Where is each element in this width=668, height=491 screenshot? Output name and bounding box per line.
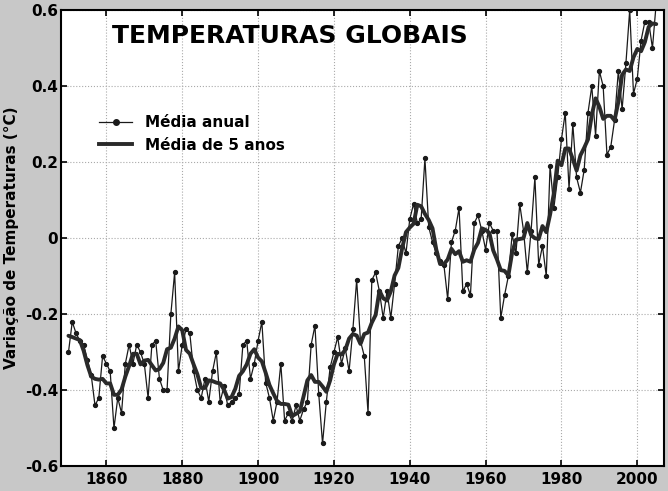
Média de 5 anos — [649, 21, 657, 27]
Legend: Média anual, Média de 5 anos: Média anual, Média de 5 anos — [93, 109, 291, 159]
Média anual — [652, 0, 660, 5]
Média anual — [285, 410, 293, 416]
Text: TEMPERATURAS GLOBAIS: TEMPERATURAS GLOBAIS — [112, 24, 468, 48]
Média de 5 anos — [417, 203, 425, 209]
Média anual — [64, 349, 72, 355]
Média anual — [212, 349, 220, 355]
Média de 5 anos — [288, 413, 296, 419]
Média anual — [307, 342, 315, 348]
Média de 5 anos — [285, 402, 293, 408]
Média de 5 anos — [64, 333, 72, 339]
Média anual — [542, 273, 550, 279]
Média anual — [474, 213, 482, 218]
Média anual — [417, 216, 425, 222]
Média de 5 anos — [652, 21, 660, 27]
Média de 5 anos — [212, 380, 220, 385]
Média de 5 anos — [311, 379, 319, 385]
Média de 5 anos — [542, 229, 550, 235]
Line: Média anual: Média anual — [67, 0, 658, 445]
Média de 5 anos — [474, 240, 482, 246]
Média anual — [319, 440, 327, 446]
Line: Média de 5 anos: Média de 5 anos — [68, 24, 656, 416]
Y-axis label: Variação de Temperaturas (°C): Variação de Temperaturas (°C) — [4, 107, 19, 369]
